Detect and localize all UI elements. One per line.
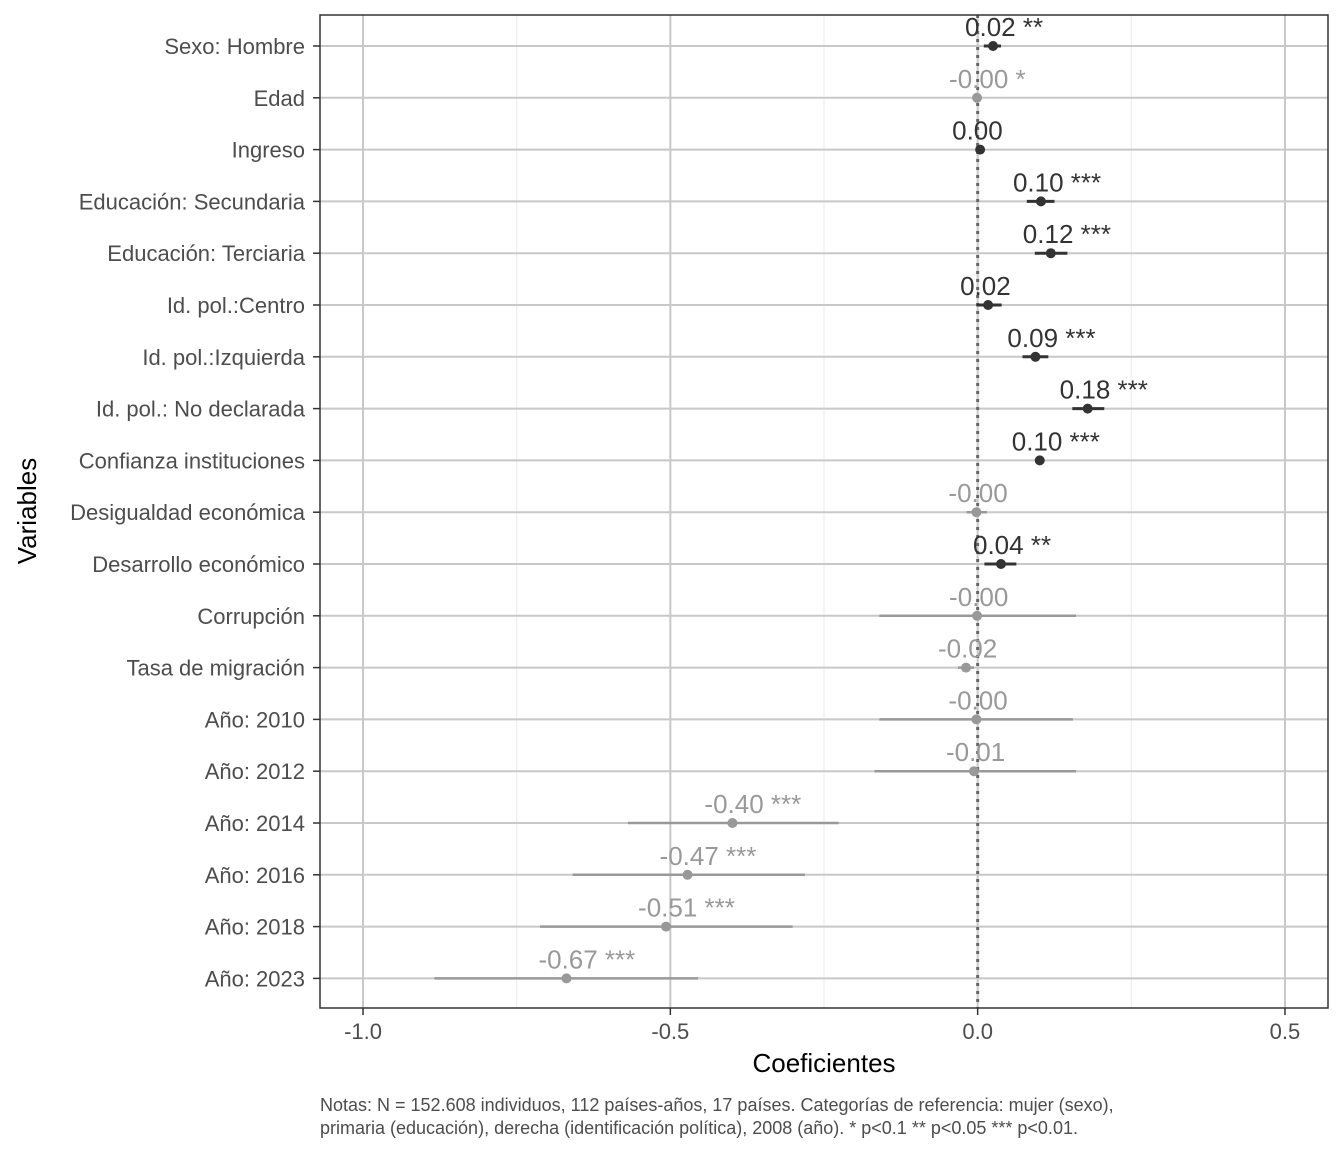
y-tick-label: Desigualdad económica xyxy=(70,500,306,525)
y-tick-label: Educación: Secundaria xyxy=(79,189,306,214)
coefficient-label: -0.00 xyxy=(948,685,1007,715)
coefficient-point xyxy=(971,507,982,518)
coefficient-label: 0.18 *** xyxy=(1060,375,1148,405)
y-tick-label: Año: 2010 xyxy=(205,707,305,732)
coefficient-point xyxy=(996,559,1007,569)
y-tick-label: Ingreso xyxy=(232,138,305,163)
coefficient-label: -0.67 *** xyxy=(538,944,635,974)
coefficient-label: -0.00 xyxy=(949,582,1008,612)
y-tick-label: Corrupción xyxy=(197,604,305,629)
coefficient-point xyxy=(727,818,738,828)
coefficient-point xyxy=(972,92,983,103)
notes-line-2: primaria (educación), derecha (identific… xyxy=(320,1118,1078,1138)
coefficient-point xyxy=(988,41,999,51)
coefficient-label: 0.10 *** xyxy=(1013,167,1101,197)
x-tick-label: -0.5 xyxy=(651,1019,689,1044)
y-axis-title: Variables xyxy=(12,458,42,564)
coefficient-label: -0.51 *** xyxy=(638,893,735,923)
coefficient-label: 0.12 *** xyxy=(1023,219,1111,249)
x-tick-label: 0.0 xyxy=(962,1019,993,1044)
y-tick-label: Confianza instituciones xyxy=(79,448,305,473)
y-axis-ticks: Sexo: Hombre Edad Ingreso Educación: Secund… xyxy=(70,34,320,991)
x-axis-title: Coeficientes xyxy=(752,1048,895,1078)
coefficient-point xyxy=(661,921,672,932)
coefficient-label: -0.02 xyxy=(938,634,997,664)
coefficient-point xyxy=(972,610,983,621)
coefficient-label: -0.01 xyxy=(946,737,1005,767)
coefficient-point xyxy=(1045,248,1056,259)
y-tick-label: Edad xyxy=(254,86,305,111)
x-tick-label: 0.5 xyxy=(1270,1019,1301,1044)
coefficient-point xyxy=(971,714,982,725)
y-tick-label: Desarrollo económico xyxy=(92,552,305,577)
y-tick-label: Tasa de migración xyxy=(126,656,305,681)
y-tick-label: Sexo: Hombre xyxy=(164,34,305,59)
coefficient-point xyxy=(960,662,971,673)
major-gridlines xyxy=(320,15,1328,1008)
y-tick-label: Id. pol.: No declarada xyxy=(96,397,306,422)
coefficient-point xyxy=(682,869,693,880)
coefficient-label: 0.00 xyxy=(952,116,1003,146)
y-tick-label: Año: 2023 xyxy=(205,966,305,991)
coefficient-label: -0.00 xyxy=(948,478,1007,508)
coefficient-point xyxy=(1034,455,1045,466)
notes: Notas: N = 152.608 individuos, 112 paíse… xyxy=(320,1094,1320,1140)
coefficient-point xyxy=(1030,351,1041,362)
coefficient-point xyxy=(983,300,994,310)
coefficient-points xyxy=(561,41,1093,984)
coefficient-label: 0.04 ** xyxy=(973,530,1051,560)
coefficient-point xyxy=(968,766,979,777)
x-axis-ticks: -1.0 -0.5 0.0 0.5 xyxy=(344,1008,1300,1044)
y-tick-label: Año: 2016 xyxy=(205,863,305,888)
y-tick-label: Id. pol.:Izquierda xyxy=(142,345,305,370)
coefficient-label: -0.47 *** xyxy=(660,841,757,871)
y-tick-label: Año: 2012 xyxy=(205,759,305,784)
y-tick-label: Educación: Terciaria xyxy=(107,241,305,266)
coefficient-point xyxy=(1082,403,1093,414)
coefficient-point xyxy=(975,144,986,155)
notes-line-1: Notas: N = 152.608 individuos, 112 paíse… xyxy=(320,1095,1114,1115)
coefficient-label: 0.02 ** xyxy=(965,12,1043,42)
coefficient-label: -0.40 *** xyxy=(704,789,801,819)
coefficient-label: -0.00 * xyxy=(949,64,1026,94)
coefficient-point xyxy=(561,973,572,984)
y-tick-label: Año: 2018 xyxy=(205,915,305,940)
coefficient-label: 0.10 *** xyxy=(1012,426,1100,456)
x-tick-label: -1.0 xyxy=(344,1019,382,1044)
y-tick-label: Año: 2014 xyxy=(205,811,305,836)
coefficient-label: 0.09 *** xyxy=(1007,323,1095,353)
coefficient-point xyxy=(1035,196,1046,207)
coefficient-label: 0.02 xyxy=(960,271,1011,301)
y-tick-label: Id. pol.:Centro xyxy=(167,293,305,318)
coefficient-labels: 0.02 ** -0.00 * 0.00 0.10 *** 0.12 *** 0.02 0.… xyxy=(538,12,1147,974)
